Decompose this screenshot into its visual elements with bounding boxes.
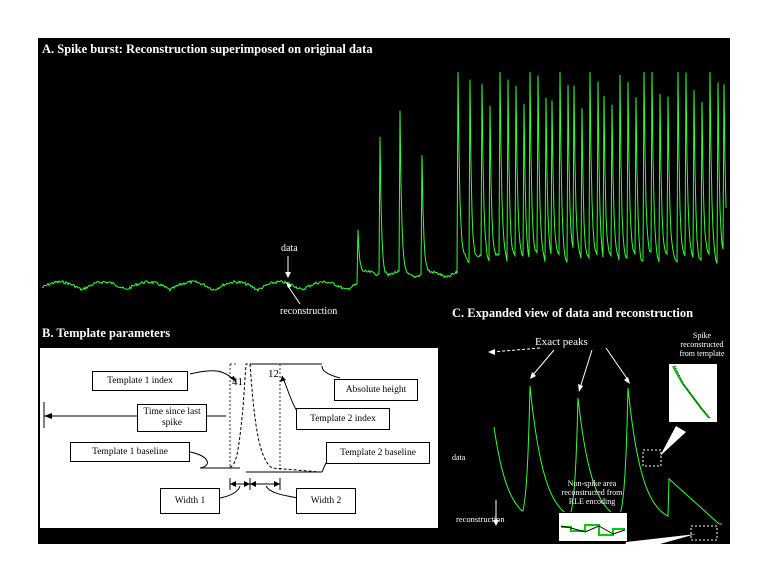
- non-spike-area-label: Non-spike area reconstructed from RLE en…: [561, 479, 623, 506]
- template1-baseline-box: Template 1 baseline: [70, 442, 190, 462]
- width1-box: Width 1: [160, 488, 220, 514]
- panel-b-title: B. Template parameters: [42, 326, 171, 340]
- panel-a-data-label: data: [281, 243, 298, 254]
- spike-burst-trace: [41, 71, 727, 305]
- panel-c-reconstruction-label: reconstruction: [456, 514, 505, 524]
- template-diagram-lines: [43, 363, 341, 499]
- template1-index-box: Template 1 index: [92, 371, 188, 391]
- template-parameters-diagram: Template 1 index Time since last spike T…: [40, 348, 438, 528]
- width2-box: Width 2: [296, 488, 356, 514]
- rle-inset: [558, 512, 628, 542]
- template1-index-value: 41: [232, 376, 243, 388]
- figure-panel: A. Spike burst: Reconstruction superimpo…: [38, 38, 730, 544]
- spike-reconstructed-label: Spike reconstructed from template: [679, 331, 725, 358]
- absolute-height-box: Absolute height: [334, 379, 418, 401]
- expanded-view-trace: [488, 347, 722, 544]
- template2-index-value: 12: [268, 368, 279, 380]
- template2-baseline-box: Template 2 baseline: [326, 442, 430, 464]
- exact-peaks-label: Exact peaks: [535, 336, 588, 348]
- panel-a-reconstruction-label: reconstruction: [280, 306, 338, 317]
- spike-inset: [668, 363, 718, 423]
- template2-index-box: Template 2 index: [296, 408, 390, 430]
- panel-a-title: A. Spike burst: Reconstruction superimpo…: [42, 42, 373, 56]
- time-since-last-spike-box: Time since last spike: [137, 404, 207, 432]
- panel-c-data-label: data: [452, 453, 466, 462]
- panel-c-title: C. Expanded view of data and reconstruct…: [452, 306, 694, 320]
